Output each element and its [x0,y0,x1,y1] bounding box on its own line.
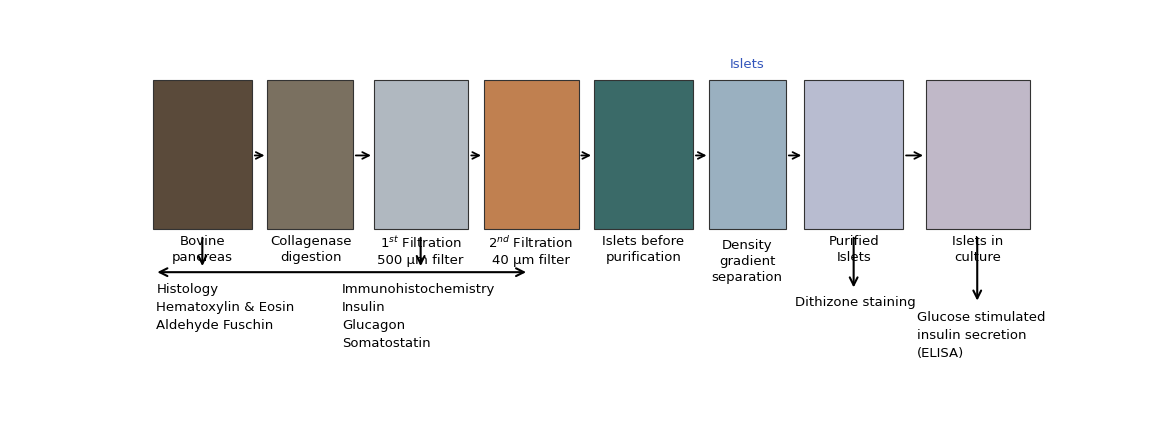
Bar [925,81,1030,230]
Text: Histology
Hematoxylin & Eosin
Aldehyde Fuschin: Histology Hematoxylin & Eosin Aldehyde F… [156,282,294,331]
Bar [374,81,468,230]
Text: Islets before
purification: Islets before purification [603,235,684,264]
Text: Dithizone staining: Dithizone staining [795,296,916,308]
Bar [484,81,579,230]
Bar [709,81,786,230]
Text: Immunohistochemistry
Insulin
Glucagon
Somatostatin: Immunohistochemistry Insulin Glucagon So… [342,282,496,349]
Bar [268,81,353,230]
Text: Purified
Islets: Purified Islets [829,235,879,264]
Text: Collagenase
digestion: Collagenase digestion [270,235,352,264]
Bar [804,81,903,230]
Text: Density
gradient
separation: Density gradient separation [711,238,782,283]
Bar [594,81,693,230]
Text: Glucose stimulated
insulin secretion
(ELISA): Glucose stimulated insulin secretion (EL… [917,310,1045,359]
Text: Islets: Islets [730,58,765,71]
Text: Islets in
culture: Islets in culture [952,235,1003,264]
Text: Bovine
pancreas: Bovine pancreas [172,235,233,264]
Text: 2$^{nd}$ Filtration
40 μm filter: 2$^{nd}$ Filtration 40 μm filter [488,235,573,267]
Text: 1$^{st}$ Filtration
500 μm filter: 1$^{st}$ Filtration 500 μm filter [377,235,463,266]
Bar [152,81,251,230]
